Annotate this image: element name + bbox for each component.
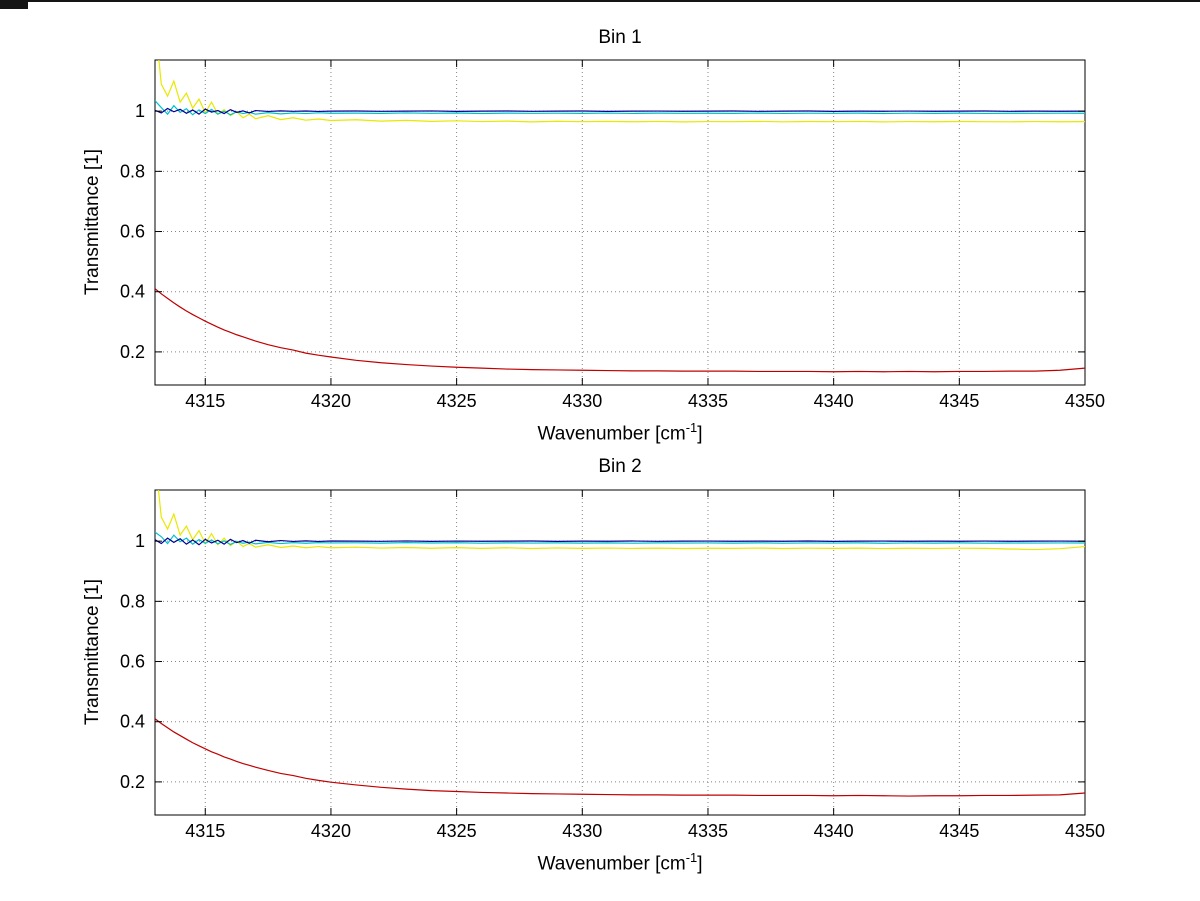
x-tick-label: 4335	[688, 391, 728, 411]
x-tick-label: 4340	[814, 821, 854, 841]
x-tick-label: 4315	[185, 391, 225, 411]
axes-box	[154, 489, 1086, 816]
y-tick-label: 0.2	[120, 342, 145, 362]
y-tick-label: 0.4	[120, 282, 145, 302]
x-axis-label-superscript: -1	[685, 850, 698, 865]
x-tick-label: 4330	[562, 391, 602, 411]
y-tick-label: 0.2	[120, 772, 145, 792]
yellow-line	[158, 60, 1085, 123]
x-tick-label: 4315	[185, 821, 225, 841]
x-tick-label: 4345	[939, 821, 979, 841]
x-tick-label: 4335	[688, 821, 728, 841]
chart-title-bin-2: Bin 2	[598, 456, 642, 477]
x-axis-label-superscript: -1	[685, 420, 698, 435]
y-tick-label: 0.6	[120, 652, 145, 672]
red-line	[155, 718, 1085, 797]
x-axis-label-text: Wavenumber [cm	[537, 853, 686, 875]
y-tick-label: 1	[135, 531, 145, 551]
x-axis-label-bracket: ]	[697, 423, 703, 445]
cyan-line	[155, 100, 1085, 116]
y-axis-label-bin-2: Transmittance [1]	[82, 578, 103, 726]
x-tick-label: 4325	[437, 391, 477, 411]
y-tick-label: 1	[135, 101, 145, 121]
x-tick-label: 4330	[562, 821, 602, 841]
x-tick-label: 4320	[311, 391, 351, 411]
y-tick-label: 0.8	[120, 161, 145, 181]
blue-line	[155, 537, 1085, 546]
blue-line	[155, 107, 1085, 115]
axes-box	[154, 59, 1086, 386]
yellow-line	[157, 490, 1085, 551]
y-tick-label: 0.8	[120, 591, 145, 611]
x-tick-label: 4340	[814, 391, 854, 411]
y-tick-label: 0.4	[120, 712, 145, 732]
window-top-edge	[0, 0, 1200, 2]
cyan-line	[155, 531, 1085, 546]
y-axis-label-bin-1: Transmittance [1]	[82, 148, 103, 296]
y-tick-label: 0.6	[120, 222, 145, 242]
x-tick-label: 4350	[1065, 391, 1105, 411]
x-axis-label-bracket: ]	[697, 853, 703, 875]
x-axis-label-bin-2: Wavenumber [cm-1]	[155, 847, 1085, 875]
x-tick-label: 4350	[1065, 821, 1105, 841]
x-tick-label: 4345	[939, 391, 979, 411]
window-corner-mark	[0, 0, 28, 9]
x-tick-label: 4320	[311, 821, 351, 841]
chart-title-bin-1: Bin 1	[598, 27, 642, 48]
x-tick-label: 4325	[437, 821, 477, 841]
red-line	[155, 288, 1085, 373]
x-axis-label-text: Wavenumber [cm	[537, 423, 686, 445]
x-axis-label-bin-1: Wavenumber [cm-1]	[155, 417, 1085, 445]
